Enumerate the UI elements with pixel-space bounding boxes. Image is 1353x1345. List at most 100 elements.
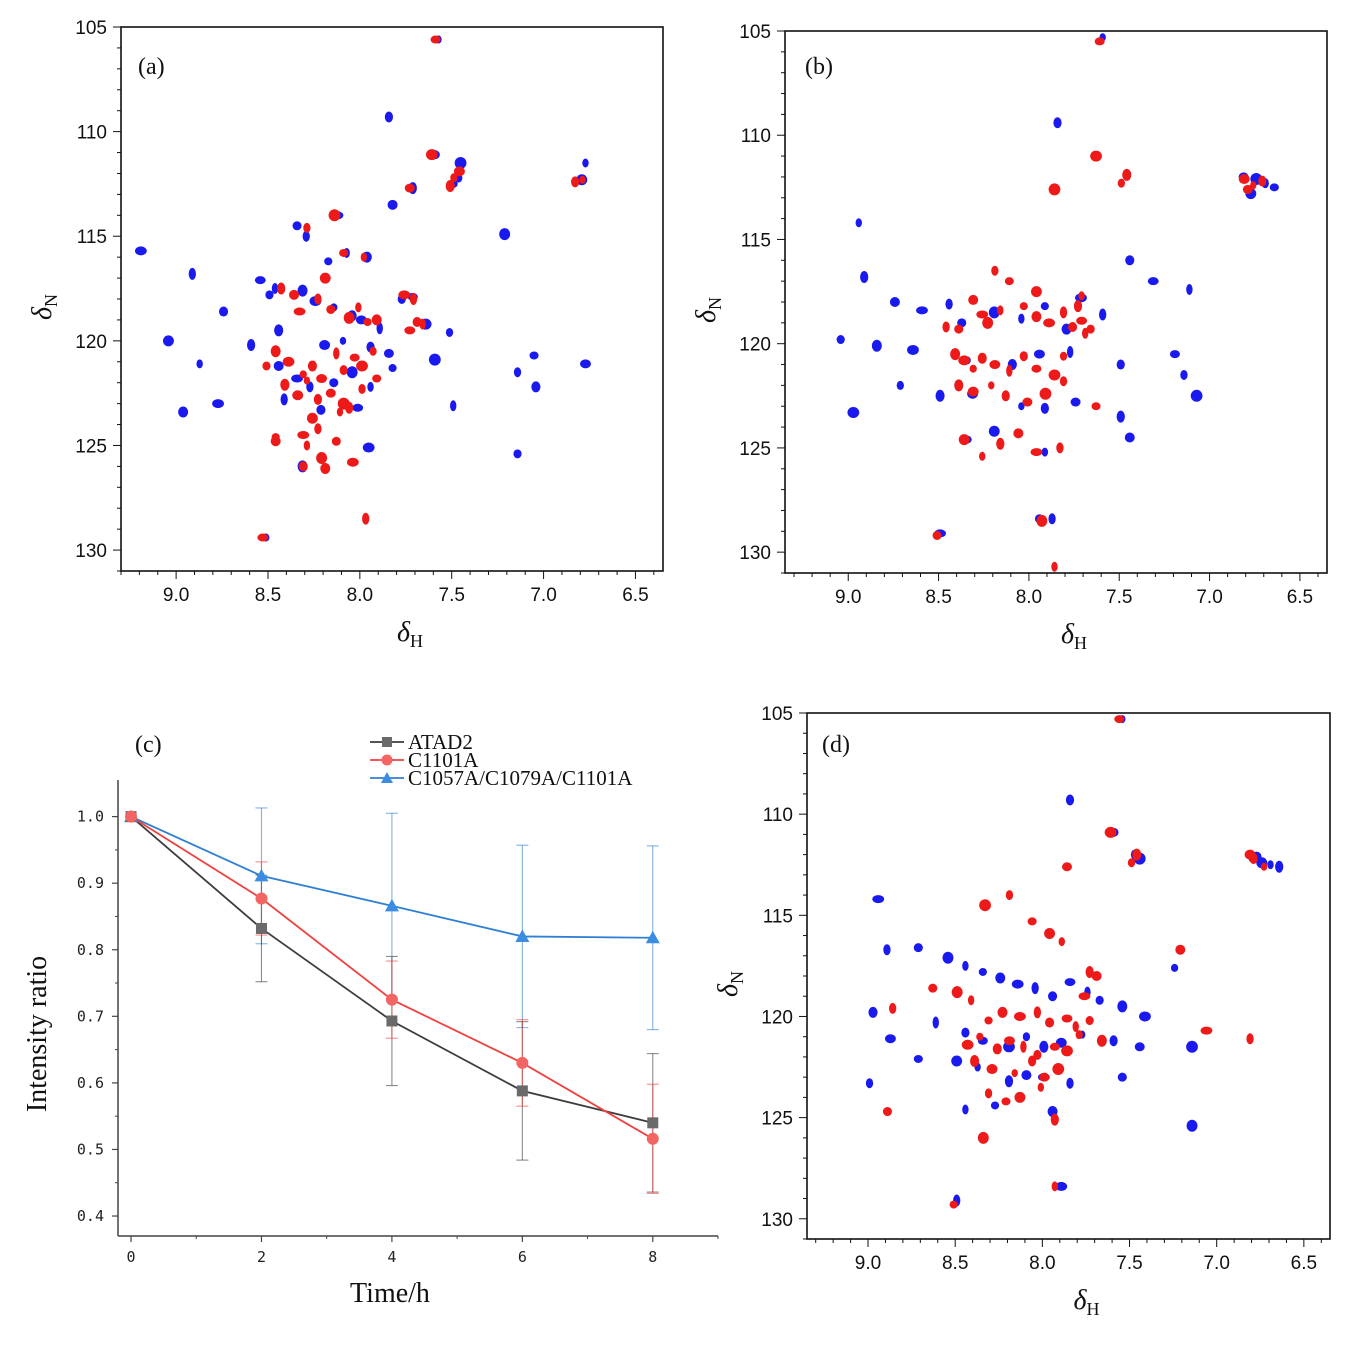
x-axis-title: δH <box>397 617 423 651</box>
peak-red <box>1132 848 1142 861</box>
peak-red <box>1022 397 1033 407</box>
peak-blue <box>450 400 457 412</box>
x-axis-title: δH <box>1061 619 1087 653</box>
peak-red <box>307 360 317 372</box>
peak-red <box>988 381 995 390</box>
y-tick-label: 130 <box>739 543 771 564</box>
peak-blue <box>865 1078 874 1089</box>
peak-blue <box>531 381 541 393</box>
y-tick-label: 115 <box>741 230 771 251</box>
peak-red <box>1036 514 1048 527</box>
peak-red <box>1037 1082 1045 1092</box>
peak-blue <box>1116 410 1125 423</box>
peak-red <box>1249 853 1258 865</box>
peak-blue <box>265 290 274 300</box>
y-tick-label: 120 <box>739 335 771 356</box>
peak-red <box>1006 364 1013 377</box>
x-tick-label: 7.5 <box>439 585 465 606</box>
peak-blue <box>1022 1032 1031 1042</box>
peak-red <box>371 314 382 326</box>
peak-red <box>1039 1072 1050 1082</box>
peak-red <box>1059 351 1068 361</box>
peak-red <box>967 995 975 1006</box>
peak-red <box>303 376 311 385</box>
peak-red <box>976 310 989 319</box>
x-tick-label: 8.5 <box>942 1253 968 1274</box>
peak-red <box>1127 858 1136 868</box>
y-tick-label: 125 <box>761 1109 793 1130</box>
peak-blue <box>280 393 288 406</box>
x-tick-label: 4 <box>387 1248 396 1266</box>
peak-blue <box>935 389 945 402</box>
peak-blue <box>872 895 885 904</box>
peak-red <box>1049 1042 1060 1051</box>
y-axis-subscript: N <box>727 971 747 984</box>
peak-red <box>316 452 328 465</box>
peak-red <box>320 462 331 474</box>
peak-blue <box>219 306 229 317</box>
peak-red <box>1062 862 1072 872</box>
peak-blue <box>1033 349 1045 359</box>
peak-red <box>336 407 344 417</box>
x-tick-label: 7.0 <box>530 585 556 606</box>
peak-red <box>425 149 438 161</box>
peak-red <box>1085 1016 1094 1026</box>
panel-a-label: (a) <box>138 54 165 80</box>
peak-blue <box>319 340 331 351</box>
peak-blue <box>271 283 279 295</box>
peak-blue <box>376 322 383 335</box>
peak-red <box>1242 184 1253 194</box>
legend-marker <box>381 754 393 766</box>
peak-red <box>1058 937 1065 947</box>
peak-blue <box>990 1101 1000 1110</box>
peak-blue <box>188 267 196 280</box>
peak-red <box>1175 944 1186 955</box>
peak-red <box>970 1054 980 1067</box>
y-tick-label: 120 <box>75 332 107 353</box>
peak-blue <box>945 298 953 310</box>
peak-red <box>1094 37 1105 46</box>
peak-blue <box>292 221 302 231</box>
peak-blue <box>291 374 303 383</box>
peak-red <box>1043 318 1055 328</box>
peak-blue <box>1021 1070 1032 1081</box>
peak-red <box>316 374 328 384</box>
y-tick-label: 105 <box>739 22 771 43</box>
peak-blue <box>1267 860 1274 870</box>
point-circle <box>385 993 398 1006</box>
peak-blue <box>988 425 1000 437</box>
peak-blue <box>1064 978 1076 987</box>
peak-red <box>303 440 311 451</box>
x-tick-label: 7.0 <box>1196 587 1222 608</box>
peak-red <box>1019 351 1028 362</box>
peak-blue <box>329 378 339 388</box>
peak-red <box>360 252 368 262</box>
peak-red <box>1096 1034 1107 1047</box>
y-tick-label: 115 <box>77 227 107 248</box>
peak-red <box>1020 1040 1027 1053</box>
peak-blue <box>445 327 454 337</box>
point-square <box>255 922 267 934</box>
peak-red <box>961 1039 974 1050</box>
peak-red <box>280 378 290 391</box>
y-tick-label: 0.8 <box>77 941 104 959</box>
peak-red <box>1246 1033 1254 1045</box>
x-axis-symbol: δ <box>1061 619 1075 650</box>
peak-red <box>1014 1011 1026 1021</box>
peak-blue <box>1039 1040 1049 1053</box>
peak-blue <box>1186 283 1193 295</box>
peak-red <box>398 290 411 300</box>
y-tick-label: 125 <box>75 436 107 457</box>
peak-red <box>1031 311 1042 323</box>
peak-blue <box>339 336 347 345</box>
peak-blue <box>388 364 397 373</box>
peak-blue <box>529 351 539 360</box>
y-axis-subscript: N <box>705 297 725 310</box>
peak-blue <box>907 344 919 355</box>
peak-red <box>982 316 994 329</box>
peak-red <box>1056 442 1064 454</box>
peak-blue <box>995 972 1006 984</box>
peak-red <box>976 1032 984 1041</box>
peak-red <box>986 1064 998 1075</box>
peak-blue <box>1190 389 1203 402</box>
